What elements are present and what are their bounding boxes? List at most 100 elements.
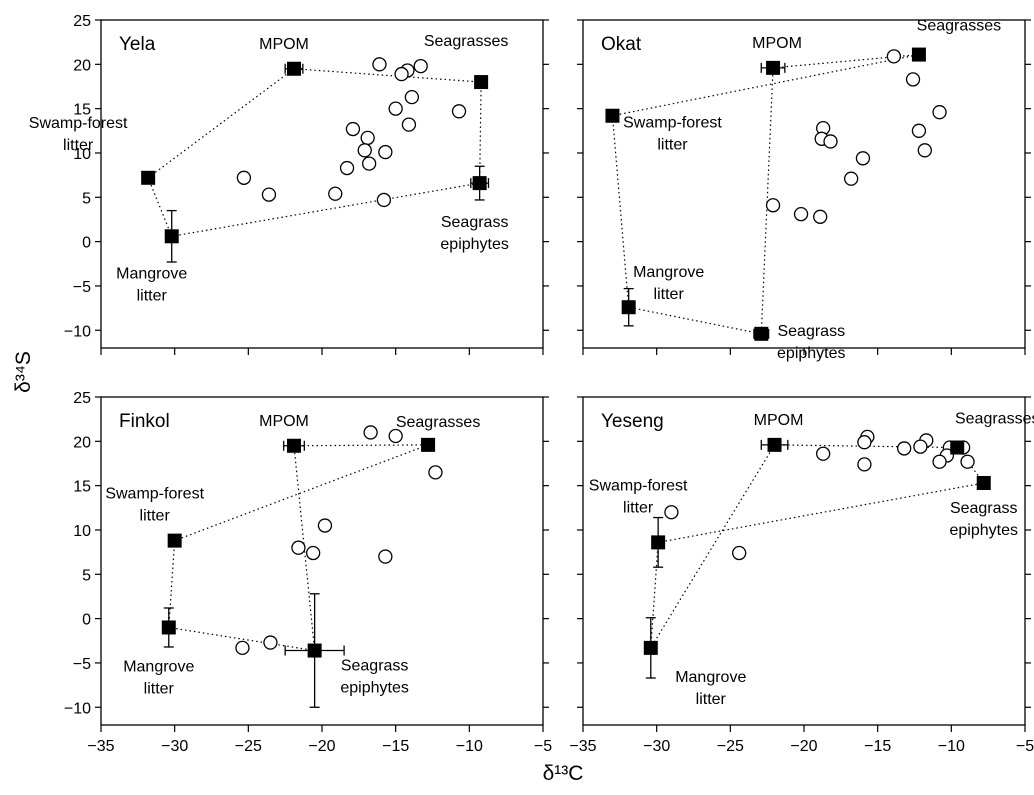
source-label: MPOM [752,35,802,52]
source-label: Mangrove litter [633,264,704,303]
source-point [621,300,636,315]
consumer-point [306,545,321,561]
source-label: Seagrass epiphytes [777,323,846,362]
consumer-point [372,57,387,72]
consumer-point [413,58,428,74]
x-tick-label: −20 [308,738,335,755]
consumer-point [816,446,831,461]
source-point [307,643,322,658]
source-label: MPOM [259,36,309,53]
consumer-point [345,121,361,137]
source-label: Seagrasses [955,411,1034,428]
consumer-point [236,170,252,185]
y-tick-label: −10 [64,323,91,340]
consumer-point [932,105,947,120]
y-tick-label: 10 [73,523,91,540]
consumer-point [886,49,902,64]
panel-frame [582,19,1026,349]
consumer-point [291,540,306,555]
consumer-point [401,117,417,132]
x-tick-label: −15 [864,738,891,755]
x-tick-label: −35 [569,738,596,755]
consumer-point [765,198,781,213]
source-point [651,535,666,550]
y-tick-label: 5 [82,190,91,207]
consumer-point [328,186,343,201]
source-label: Swamp-forest litter [105,486,204,525]
consumer-point [917,143,932,158]
source-point [950,440,965,455]
source-polygon [147,68,482,237]
source-point [643,640,658,655]
y-tick-label: −5 [73,279,91,296]
consumer-point [263,635,278,650]
source-label: Swamp-forest litter [589,477,688,516]
x-tick-label: −25 [717,738,744,755]
x-tick-label: −30 [161,738,188,755]
x-tick-label: −20 [790,738,817,755]
x-tick-label: −5 [534,738,552,755]
source-point [167,533,182,548]
consumer-point [261,187,277,202]
x-tick-label: −10 [456,738,483,755]
panel-title: Yela [119,34,156,55]
y-tick-label: −5 [73,656,91,673]
x-tick-label: −35 [87,738,114,755]
consumer-point [388,428,403,444]
y-tick-label: 0 [82,612,91,629]
source-point [605,108,620,123]
source-label: Seagrass epiphytes [340,658,409,697]
x-tick-label: −10 [938,738,965,755]
consumer-point [339,160,355,176]
source-label: Mangrove litter [116,265,187,304]
source-point [161,620,176,635]
consumer-point [664,505,679,520]
y-tick-label: 15 [73,479,91,496]
y-tick-label: 5 [82,567,91,584]
consumer-point [843,171,859,186]
source-label: MPOM [259,413,309,430]
source-label: Swamp-forest litter [29,115,128,154]
source-point [754,326,769,341]
source-point [474,75,489,90]
x-tick-label: −15 [382,738,409,755]
y-tick-label: 15 [73,102,91,119]
source-point [421,437,436,452]
source-point [141,170,156,185]
source-label: Seagrass epiphytes [440,214,509,253]
consumer-point [960,454,975,469]
consumer-point [855,151,871,166]
consumer-point [404,89,420,105]
consumer-point [361,156,377,171]
y-tick-label: −10 [64,700,91,717]
consumer-point [911,123,927,138]
consumer-point [363,425,378,440]
source-point [767,437,782,452]
x-axis-label: δ¹³C [543,762,584,785]
source-label: Seagrasses [917,18,1002,35]
consumer-point [357,143,372,158]
consumer-point [360,130,375,146]
panel-title: Finkol [119,411,170,432]
consumer-point [857,435,872,450]
source-point [287,61,302,76]
consumer-point [394,66,409,82]
source-point [766,60,781,75]
source-label: Seagrasses [396,414,481,431]
consumer-point [428,465,443,480]
source-label: Swamp-forest litter [623,115,722,154]
consumer-point [235,640,250,656]
x-tick-label: −25 [235,738,262,755]
consumer-point [857,457,872,472]
consumer-point [897,441,912,456]
consumer-point [317,518,333,533]
consumer-point [823,134,838,149]
consumer-point [451,104,467,119]
consumer-point [388,101,403,116]
consumer-point [905,72,921,87]
y-tick-label: 25 [73,390,91,407]
x-tick-label: −5 [1016,738,1034,755]
consumer-point [732,545,747,561]
